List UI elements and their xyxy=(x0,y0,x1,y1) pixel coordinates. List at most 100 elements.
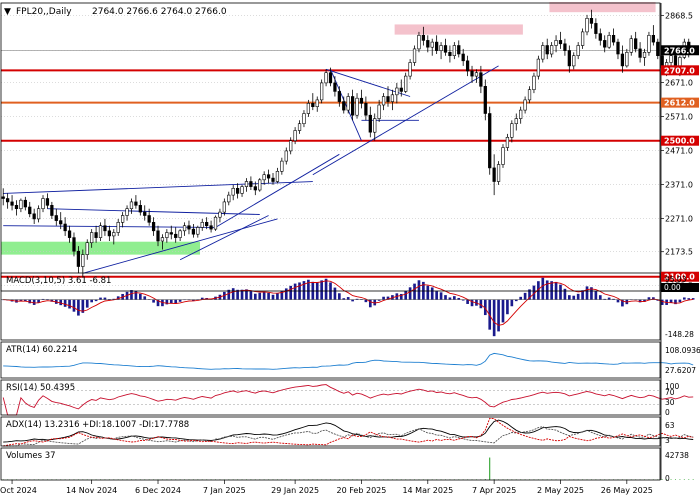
price-tick-label: 2868.5 xyxy=(665,11,693,20)
macd-histogram-bar xyxy=(276,293,279,300)
adx-label: ADX(14) 13.2316 +DI:18.1007 -DI:17.7788 xyxy=(6,420,189,430)
indicator-tick-label: 70 xyxy=(665,388,675,397)
macd-histogram-bar xyxy=(284,288,288,300)
candle-body xyxy=(103,225,107,232)
macd-histogram-bar xyxy=(528,289,531,300)
indicator-tick-label: 0.00 xyxy=(664,283,681,292)
macd-histogram-bar xyxy=(501,299,505,323)
macd-histogram-bar xyxy=(280,291,284,300)
level-tag-3 xyxy=(661,271,699,282)
candle-body xyxy=(129,201,134,210)
candle-body xyxy=(638,48,642,58)
macd-histogram-bar xyxy=(271,294,275,300)
candle-body xyxy=(474,72,479,77)
candle-body xyxy=(342,101,346,111)
macd-histogram-bar xyxy=(19,299,23,301)
candle-body xyxy=(625,52,629,67)
candle-body xyxy=(607,35,611,48)
macd-histogram-bar xyxy=(537,281,540,300)
candle-body xyxy=(545,45,549,55)
macd-histogram-bar xyxy=(510,299,514,307)
macd-histogram-bar xyxy=(669,299,673,303)
macd-histogram-bar xyxy=(338,293,341,300)
indicator-tick-label: 0 xyxy=(665,408,670,417)
candle-body xyxy=(41,198,45,210)
candle-body xyxy=(187,225,191,230)
rsi-panel-frame xyxy=(0,379,661,416)
macd-histogram-bar xyxy=(373,299,377,306)
macd-histogram-bar xyxy=(116,296,120,300)
candle-body xyxy=(390,94,395,102)
level-tag-label: 2500.0 xyxy=(664,137,695,146)
macd-histogram-bar xyxy=(634,299,638,301)
price-tick-label: 2371.0 xyxy=(665,181,693,190)
candle-body xyxy=(651,35,655,43)
candle-body xyxy=(457,45,461,55)
candle-body xyxy=(558,40,563,45)
candle-body xyxy=(585,18,589,33)
macd-histogram-bar xyxy=(404,291,408,300)
candle-body xyxy=(227,194,231,203)
candle-body xyxy=(417,35,421,50)
macd-histogram-bar xyxy=(687,298,691,300)
macd-histogram-bar xyxy=(435,291,438,300)
candle-body xyxy=(169,232,173,235)
macd-histogram-bar xyxy=(68,299,71,309)
macd-panel-frame xyxy=(0,272,661,341)
indicators-layer: MACD(3,10,5) 3.61 -6.81 ATR(14) 60.2214 RS… xyxy=(1,276,695,480)
macd-histogram-bar xyxy=(590,287,593,300)
macd-histogram-bar xyxy=(444,295,447,300)
macd-histogram-bar xyxy=(174,299,178,304)
macd-histogram-bar xyxy=(200,297,204,300)
candle-body xyxy=(346,96,350,111)
indicator-tick-label: 100 xyxy=(665,382,680,391)
macd-histogram-bar xyxy=(112,298,116,300)
macd-histogram-bar xyxy=(364,299,368,303)
candle-body xyxy=(72,237,76,252)
macd-histogram-bar xyxy=(572,295,576,300)
time-tick-label: 7 Jan 2025 xyxy=(203,486,246,495)
level-tag-label: 2100.0 xyxy=(664,273,695,282)
macd-histogram-bar xyxy=(691,298,695,300)
macd-histogram-bar xyxy=(581,290,584,300)
indicator-tick-label: 63 xyxy=(665,421,675,430)
candle-body xyxy=(19,199,23,210)
macd-histogram-bar xyxy=(253,293,257,300)
macd-signal-line xyxy=(3,280,694,326)
candle-body xyxy=(1,196,5,199)
macd-histogram-bar xyxy=(545,280,549,300)
candle-body xyxy=(266,174,271,179)
candle-body xyxy=(63,223,67,232)
candle-body xyxy=(514,118,518,125)
macd-histogram-bar xyxy=(585,286,589,300)
candle-body xyxy=(76,250,81,267)
candle-body xyxy=(50,205,54,216)
macd-histogram-bar xyxy=(603,298,607,300)
macd-histogram-bar xyxy=(231,288,235,300)
macd-histogram-bar xyxy=(41,298,45,300)
candle-body xyxy=(191,228,196,235)
candle-body xyxy=(324,72,328,84)
price-tick-label: 2471.0 xyxy=(665,147,693,156)
candle-body xyxy=(178,230,182,238)
candle-body xyxy=(134,201,138,206)
macd-histogram-bar xyxy=(453,296,456,300)
candle-body xyxy=(519,109,523,119)
candle-body xyxy=(125,208,129,216)
macd-histogram-bar xyxy=(59,299,63,306)
indicator-tick-label: 108.0936 xyxy=(665,346,700,355)
collapse-triangle-icon[interactable]: ▼ xyxy=(4,7,11,17)
macd-histogram-bar xyxy=(23,299,27,302)
macd-histogram-bar xyxy=(262,291,266,300)
candle-body xyxy=(439,45,443,51)
candle-body xyxy=(426,40,430,48)
candle-body xyxy=(213,216,218,230)
candle-body xyxy=(563,43,567,51)
macd-histogram-bar xyxy=(643,299,646,302)
indicator-tick-label: 0 xyxy=(665,474,670,483)
candle-body xyxy=(368,114,372,133)
candle-body xyxy=(567,50,571,67)
macd-histogram-bar xyxy=(143,296,147,300)
candle-body xyxy=(373,118,377,133)
macd-histogram-bar xyxy=(324,278,328,300)
